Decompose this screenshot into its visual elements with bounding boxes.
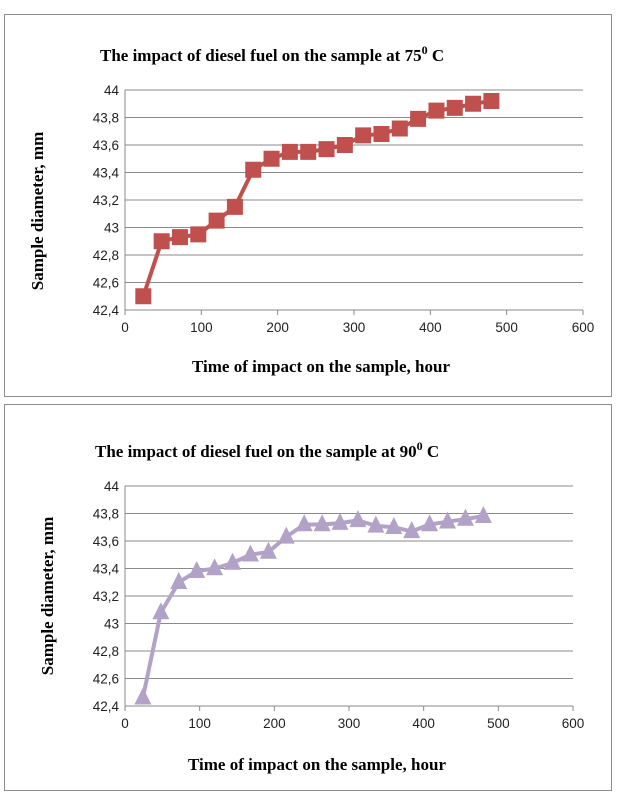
data-point-triangle	[474, 506, 492, 524]
data-point-square	[355, 127, 372, 144]
data-point-square	[245, 161, 262, 178]
chart-title: The impact of diesel fuel on the sample …	[100, 43, 444, 65]
y-tick-label: 43	[104, 221, 119, 236]
data-point-triangle	[206, 558, 224, 576]
y-axis-label: Sample diameter, mm	[28, 132, 47, 291]
x-tick-label: 200	[263, 716, 286, 731]
y-tick-label: 43,8	[93, 111, 119, 126]
x-tick-label: 600	[562, 716, 585, 731]
data-point-triangle	[224, 552, 242, 570]
x-tick-label: 100	[188, 716, 211, 731]
chart-title: The impact of diesel fuel on the sample …	[95, 439, 439, 461]
data-point-square	[263, 150, 280, 167]
x-tick-label: 100	[190, 320, 213, 335]
data-point-triangle	[385, 517, 403, 535]
data-point-square	[483, 93, 500, 109]
data-point-triangle	[277, 526, 295, 544]
y-tick-label: 43,4	[93, 562, 120, 577]
data-point-triangle	[170, 572, 188, 590]
data-point-square	[171, 229, 188, 246]
x-tick-label: 400	[419, 320, 442, 335]
series-line	[140, 514, 484, 699]
data-series	[135, 93, 500, 305]
series-line	[141, 99, 492, 297]
chart-svg-75c: The impact of diesel fuel on the sample …	[28, 43, 594, 376]
y-tick-label: 42,6	[93, 276, 119, 291]
y-tick-label: 43,4	[93, 166, 120, 181]
x-axis-label: Time of impact on the sample, hour	[188, 755, 446, 774]
y-tick-label: 42,4	[93, 303, 120, 318]
x-tick-label: 400	[412, 716, 435, 731]
x-axis-ticks: 0 100 200 300 400 500 600	[121, 320, 594, 335]
x-tick-label: 0	[121, 716, 129, 731]
data-point-square	[135, 288, 152, 305]
data-point-triangle	[421, 514, 439, 532]
data-point-square	[281, 143, 298, 160]
data-point-square	[226, 198, 243, 215]
chart-panel-75c: The impact of diesel fuel on the sample …	[4, 14, 612, 397]
x-tick-label: 200	[266, 320, 289, 335]
data-point-triangle	[439, 511, 457, 529]
y-tick-label: 44	[104, 479, 120, 494]
data-point-triangle	[313, 514, 331, 532]
y-tick-label: 42,6	[93, 672, 119, 687]
y-tick-label: 42,4	[93, 699, 120, 714]
y-tick-label: 42,8	[93, 644, 119, 659]
data-point-triangle	[152, 602, 170, 620]
data-point-square	[190, 226, 207, 243]
data-point-triangle	[241, 544, 259, 562]
data-point-triangle	[188, 561, 206, 579]
y-axis-ticks: 42,4 42,6 42,8 43 43,2 43,4 43,6 43,8 44	[93, 83, 120, 318]
x-tick-label: 600	[572, 320, 595, 335]
x-tick-label: 0	[121, 320, 129, 335]
y-tick-label: 43,8	[93, 507, 119, 522]
gridlines	[124, 485, 574, 711]
data-point-square	[373, 126, 390, 142]
chart-svg-90c: The impact of diesel fuel on the sample …	[38, 439, 584, 774]
data-point-square	[465, 95, 482, 112]
data-point-triangle	[259, 541, 277, 559]
data-point-square	[336, 137, 353, 153]
data-point-square	[300, 143, 317, 160]
data-point-triangle	[456, 508, 474, 526]
gridlines	[124, 89, 584, 315]
y-tick-label: 44	[104, 83, 120, 98]
data-point-triangle	[331, 512, 349, 530]
data-point-triangle	[134, 687, 152, 705]
x-tick-label: 300	[343, 320, 366, 335]
x-axis-label: Time of impact on the sample, hour	[192, 357, 450, 376]
x-tick-label: 500	[487, 716, 510, 731]
data-point-square	[410, 110, 427, 127]
y-tick-label: 43,2	[93, 589, 119, 604]
x-tick-label: 500	[495, 320, 518, 335]
chart-panel-90c: The impact of diesel fuel on the sample …	[4, 404, 612, 791]
data-point-square	[153, 233, 170, 250]
y-tick-label: 43,2	[93, 193, 119, 208]
y-tick-label: 43	[104, 617, 119, 632]
data-point-triangle	[403, 521, 421, 539]
y-tick-label: 43,6	[93, 534, 119, 549]
data-point-square	[391, 120, 408, 137]
data-point-square	[446, 99, 463, 116]
y-tick-label: 43,6	[93, 138, 119, 153]
data-point-square	[428, 102, 445, 119]
data-point-square	[208, 212, 225, 229]
x-tick-label: 300	[338, 716, 361, 731]
y-axis-label: Sample diameter, mm	[38, 517, 57, 676]
y-tick-label: 42,8	[93, 248, 119, 263]
data-point-triangle	[295, 514, 313, 532]
data-series	[134, 506, 492, 705]
data-point-triangle	[349, 510, 367, 528]
data-point-triangle	[367, 515, 385, 533]
y-axis-ticks: 42,4 42,6 42,8 43 43,2 43,4 43,6 43,8 44	[93, 479, 120, 714]
data-point-square	[318, 141, 335, 158]
x-axis-ticks: 0 100 200 300 400 500 600	[121, 716, 584, 731]
